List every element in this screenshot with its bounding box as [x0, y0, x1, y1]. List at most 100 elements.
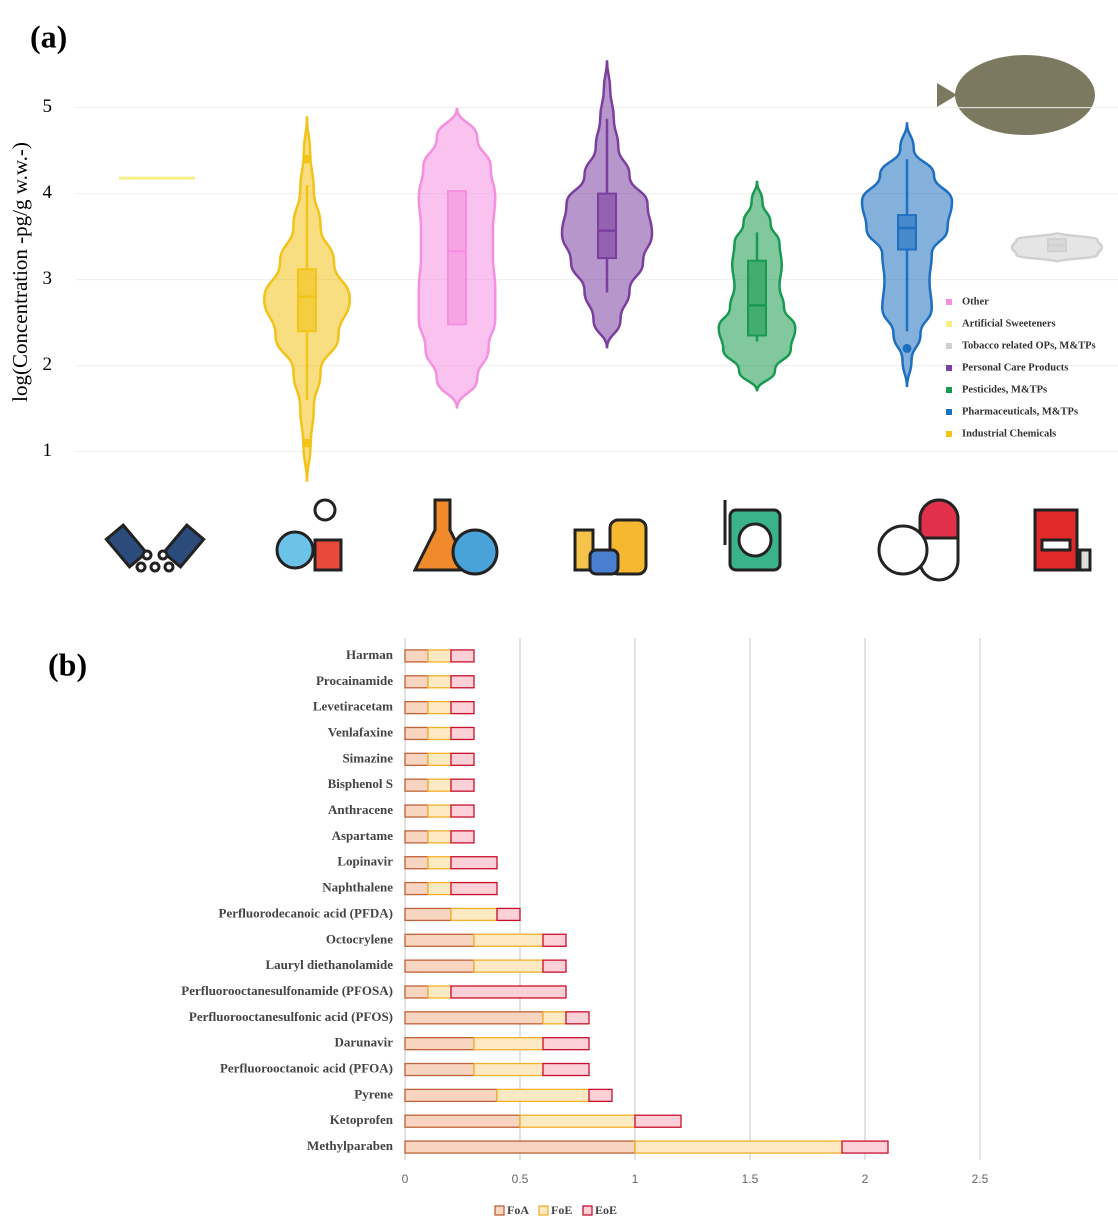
violin-group: [417, 106, 497, 409]
outlier: [302, 438, 312, 448]
legend-swatch: [946, 299, 952, 305]
bar-segment: [404, 933, 475, 947]
bar-segment: [542, 1062, 590, 1077]
bar-segment: [450, 985, 567, 999]
legend-swatch: [538, 1205, 549, 1216]
violin-group: [717, 179, 797, 392]
bar-segment: [450, 856, 498, 870]
bar-segment: [634, 1114, 682, 1128]
bar-segment: [450, 778, 475, 792]
legend-label: FoA: [507, 1203, 529, 1217]
bar-segment: [404, 881, 429, 896]
bar-segment: [404, 1062, 475, 1077]
bar-segment: [450, 649, 475, 663]
y-tick-label: Perfluorooctanesulfonamide (PFOSA): [181, 983, 393, 998]
bar-segment: [404, 830, 429, 844]
bar-segment: [404, 649, 429, 663]
y-tick-label: Perfluorodecanoic acid (PFDA): [219, 905, 394, 920]
bar-segment: [404, 1037, 475, 1051]
legend-swatch: [494, 1205, 505, 1216]
bar-segment: [450, 752, 475, 766]
box: [747, 259, 767, 337]
bar-segment: [404, 778, 429, 792]
bar-segment: [473, 1037, 544, 1051]
panel-label: (a): [30, 18, 67, 54]
y-tick-label: Lopinavir: [337, 854, 393, 869]
bar-segment: [427, 985, 452, 999]
legend-swatch: [946, 431, 952, 437]
bar-segment: [404, 726, 429, 741]
y-tick-label: Pyrene: [354, 1086, 393, 1101]
bar-segment: [427, 804, 452, 818]
y-tick-label: Perfluorooctanesulfonic acid (PFOS): [189, 1009, 393, 1024]
bar-segment: [519, 1114, 636, 1128]
bar-segment: [427, 778, 452, 792]
bar-segment: [427, 700, 452, 715]
y-tick-label: Octocrylene: [326, 931, 393, 946]
legend-label: Other: [962, 296, 989, 307]
bar-segment: [427, 726, 452, 741]
bar-segment: [427, 856, 452, 870]
bar-segment: [473, 1062, 544, 1077]
bar-segment: [542, 1037, 590, 1051]
y-tick-label: Anthracene: [328, 802, 393, 817]
y-tick-label: Methylparaben: [307, 1138, 394, 1153]
y-tick-label: 5: [43, 96, 53, 117]
y-axis-label: log(Concentration -pg/g w.w.-): [8, 142, 32, 402]
box: [597, 192, 617, 260]
bar-segment: [542, 1011, 567, 1025]
y-tick-label: Ketoprofen: [330, 1112, 394, 1127]
violin-group: [1010, 231, 1104, 264]
bar-segment: [404, 804, 429, 818]
bar-segment: [404, 959, 475, 973]
x-tick-label: 1: [632, 1172, 639, 1186]
bar-segment: [404, 1011, 544, 1025]
outlier: [302, 154, 312, 164]
x-tick-label: 2.5: [972, 1172, 989, 1186]
y-tick-label: 1: [43, 440, 53, 461]
bar-segment: [496, 907, 521, 922]
bar-segment: [588, 1088, 613, 1103]
bar-segment: [841, 1140, 889, 1154]
icons: [104, 55, 1095, 582]
bar-segment: [427, 649, 452, 663]
x-tick-label: 2: [862, 1172, 869, 1186]
x-tick-label: 0.5: [512, 1172, 529, 1186]
outlier: [902, 343, 912, 353]
bar-segment: [427, 752, 452, 766]
bar-segment: [450, 726, 475, 741]
bar-segment: [427, 830, 452, 844]
violin-group: [860, 120, 954, 388]
bar-segment: [404, 985, 429, 999]
bar-segment: [404, 1140, 636, 1154]
violin-group: [560, 58, 654, 349]
violin-group: [262, 114, 352, 482]
bar-segment: [473, 933, 544, 947]
box: [297, 268, 317, 333]
y-tick-label: 3: [43, 268, 53, 289]
legend-label: EoE: [595, 1203, 617, 1217]
bar-segment: [404, 700, 429, 715]
legend-label: Pesticides, M&TPs: [962, 384, 1047, 395]
panel-label: (b): [48, 646, 87, 682]
bar-segment: [404, 1088, 498, 1103]
y-tick-label: Venlafaxine: [328, 724, 393, 739]
bar-segment: [404, 675, 429, 689]
y-tick-label: Lauryl diethanolamide: [266, 957, 394, 972]
y-tick-label: Perfluorooctanoic acid (PFOA): [220, 1061, 393, 1076]
box: [897, 214, 917, 251]
x-tick-label: 1.5: [742, 1172, 759, 1186]
legend-label: Tobacco related OPs, M&TPs: [962, 340, 1096, 351]
bar-segment: [542, 959, 567, 973]
bar-segment: [404, 907, 452, 922]
bar-segment: [450, 675, 475, 689]
legend-swatch: [946, 321, 952, 327]
legend-label: Industrial Chemicals: [962, 428, 1056, 439]
box: [447, 190, 467, 326]
y-tick-label: Procainamide: [316, 673, 393, 688]
bar-segment: [404, 1114, 521, 1128]
y-tick-label: Harman: [346, 647, 394, 662]
y-tick-label: Simazine: [342, 750, 393, 765]
